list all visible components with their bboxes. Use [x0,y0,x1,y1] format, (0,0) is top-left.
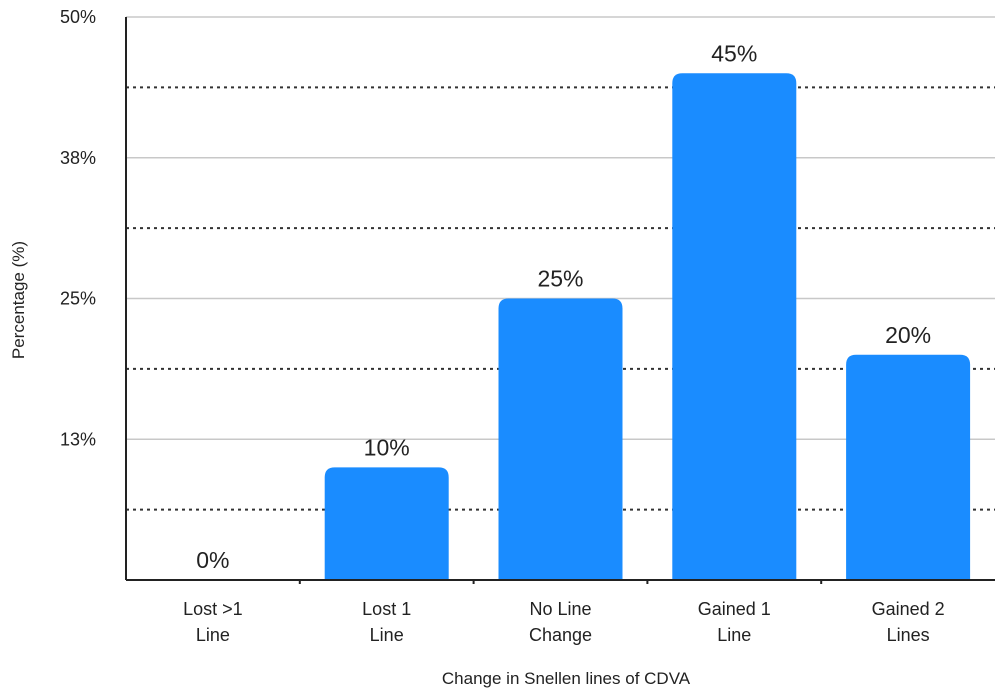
bars [324,73,971,581]
x-category-label: Gained 1 Line [698,599,771,645]
x-category-label: Lost 1 Line [362,599,411,645]
axes [125,17,995,584]
bar [498,298,623,580]
x-category-label: Lost >1 Line [183,599,243,645]
data-label: 25% [537,266,583,292]
x-axis-title: Change in Snellen lines of CDVA [442,669,691,688]
x-category-label: Gained 2 Lines [872,599,945,645]
data-label: 0% [196,547,229,573]
y-tick-label: 38% [60,148,96,168]
data-label: 20% [885,322,931,348]
x-category-labels: Lost >1 Line Lost 1 Line No Line Change Gained… [183,599,945,645]
data-labels: 0% 10% 25% 45% 20% [196,40,931,573]
bar [324,467,449,580]
x-category-label: No Line Change [529,599,592,645]
bar [846,354,971,580]
bar [672,73,797,581]
data-label: 45% [711,40,757,66]
data-label: 10% [364,434,410,460]
y-axis-title: Percentage (%) [9,241,28,359]
y-tick-labels: 13% 25% 38% 50% [60,7,96,449]
y-tick-label: 50% [60,7,96,27]
y-tick-label: 25% [60,289,96,309]
y-tick-label: 13% [60,429,96,449]
